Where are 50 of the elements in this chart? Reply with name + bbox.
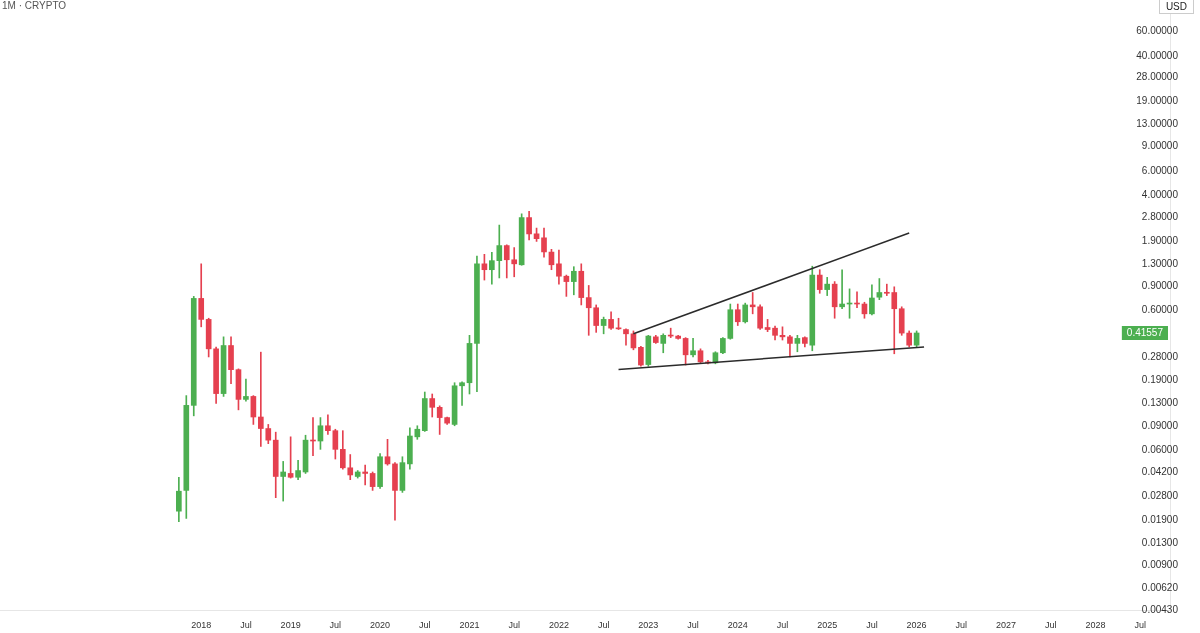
y-tick-label: 0.01900 <box>1141 513 1179 525</box>
x-tick-label: Jul <box>955 620 968 631</box>
x-tick-label: 2018 <box>191 620 212 631</box>
y-tick-label: 13.00000 <box>1136 117 1179 129</box>
y-tick-label: 0.90000 <box>1141 279 1179 291</box>
x-tick-label: 2019 <box>280 620 301 631</box>
x-tick-label: 2026 <box>906 620 927 631</box>
y-tick-label: 40.00000 <box>1136 49 1179 61</box>
x-tick-label: 2021 <box>459 620 480 631</box>
y-tick-label: 0.19000 <box>1141 374 1179 386</box>
y-tick-label: 0.60000 <box>1141 304 1179 316</box>
x-tick-label: Jul <box>866 620 878 631</box>
x-tick-label: Jul <box>329 620 342 631</box>
x-tick-label: Jul <box>1045 620 1057 631</box>
y-tick-label: 2.80000 <box>1141 211 1179 223</box>
y-tick-label: 9.00000 <box>1141 140 1179 152</box>
y-tick-label: 0.00900 <box>1141 559 1179 571</box>
y-tick-label: 19.00000 <box>1136 94 1179 106</box>
annotation: 0.41557 <box>1126 326 1164 338</box>
x-tick-label: 2025 <box>817 620 838 631</box>
x-tick-label: Jul <box>508 620 520 631</box>
x-tick-label: 2020 <box>370 620 391 631</box>
y-tick-label: 0.28000 <box>1141 350 1179 362</box>
y-tick-label: 0.09000 <box>1141 419 1179 431</box>
x-tick-label: Jul <box>1134 620 1146 631</box>
y-tick-label: 0.06000 <box>1141 444 1179 456</box>
x-tick-label: 2027 <box>996 620 1017 631</box>
y-tick-label: 0.00430 <box>1141 603 1179 615</box>
x-tick-label: Jul <box>240 620 252 631</box>
x-tick-label: 2023 <box>638 620 659 631</box>
y-tick-label: 6.00000 <box>1141 164 1179 176</box>
y-tick-label: 0.02800 <box>1141 490 1179 502</box>
y-tick-label: 60.00000 <box>1136 25 1179 37</box>
y-tick-label: 1.30000 <box>1141 257 1179 269</box>
chart-title: 1M · CRYPTO <box>2 0 67 11</box>
x-tick-label: 2022 <box>548 620 569 631</box>
x-tick-label: 2028 <box>1085 620 1106 631</box>
x-tick-label: Jul <box>776 620 789 631</box>
y-tick-label: 1.90000 <box>1141 234 1179 246</box>
x-tick-label: Jul <box>597 620 610 631</box>
y-tick-label: 0.00620 <box>1141 581 1179 593</box>
x-tick-label: Jul <box>687 620 699 631</box>
text: USD <box>1158 0 1194 14</box>
y-tick-label: 28.00000 <box>1136 71 1179 83</box>
y-tick-label: 0.01300 <box>1141 536 1179 548</box>
y-tick-label: 0.13000 <box>1141 397 1179 409</box>
y-tick-label: 4.00000 <box>1141 189 1179 201</box>
x-tick-label: 2024 <box>727 620 748 631</box>
x-tick-label: Jul <box>419 620 431 631</box>
y-tick-label: 0.04200 <box>1141 465 1179 477</box>
